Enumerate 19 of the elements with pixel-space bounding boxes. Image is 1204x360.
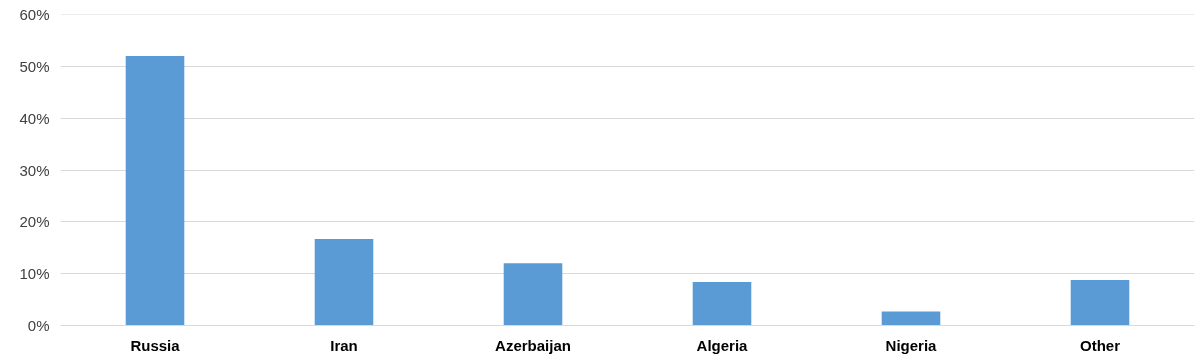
- bar: [125, 55, 185, 326]
- y-tick-label: 0%: [27, 317, 50, 334]
- y-tick-label: 50%: [19, 57, 50, 75]
- bar: [503, 263, 563, 326]
- x-tick-label: Russia: [130, 336, 181, 354]
- x-tick-label: Iran: [330, 336, 358, 354]
- x-tick-label: Other: [1080, 336, 1121, 354]
- bar: [881, 311, 941, 326]
- y-tick-label: 30%: [19, 161, 50, 179]
- x-tick-label: Algeria: [696, 336, 749, 354]
- bar: [1070, 279, 1130, 326]
- y-tick-label: 40%: [19, 109, 50, 127]
- y-tick-label: 60%: [19, 6, 50, 23]
- bar: [692, 281, 752, 326]
- bar: [314, 238, 374, 326]
- x-tick-label: Nigeria: [885, 336, 938, 354]
- y-tick-label: 10%: [19, 265, 50, 283]
- x-tick-label: Azerbaijan: [495, 336, 571, 354]
- y-tick-label: 20%: [19, 213, 50, 231]
